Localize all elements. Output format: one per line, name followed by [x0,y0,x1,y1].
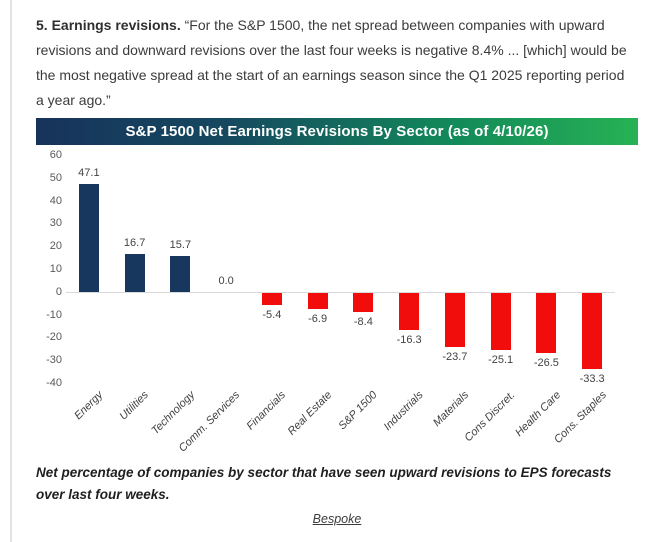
y-tick-label: 40 [49,194,62,207]
value-label: -6.9 [308,312,328,325]
x-category-label: Financials [244,389,289,433]
bar-slot-s-p-1500: -8.4 [341,155,387,383]
intro-quote: “For the S&P 1500, the net spread betwee… [36,17,627,108]
bar-utilities [124,253,145,292]
bar-materials [444,292,465,347]
y-axis: 60 50 40 30 20 10 0 -10 -20 -30 -40 [36,149,66,389]
bar-slot-materials: -23.7 [432,155,478,383]
x-category-label: Energy [72,389,106,423]
y-tick-label: 0 [55,285,62,298]
bar-real-estate [307,292,328,309]
y-tick-label: -20 [46,331,62,344]
value-label: -26.5 [533,357,559,370]
bar-slot-cons-staples: -33.3 [569,155,615,385]
value-label: 47.1 [78,167,100,180]
x-axis-labels: Energy Utilities Technology Comm. Services F… [66,383,615,459]
x-category-label: Materials [431,389,472,430]
bar-slot-technology: 15.7 [158,155,204,383]
bar-cons-staples [582,292,603,369]
x-category-label: Industrials [381,389,426,433]
bar-slot-comm-services: 0.0 [203,155,249,383]
left-border-line [10,0,12,542]
x-label-slot: Industrials [382,383,432,459]
x-label-slot: Materials [431,383,478,459]
x-label-slot: Energy [66,383,112,459]
y-tick-label: -10 [46,308,62,321]
bar-slot-energy: 47.1 [66,155,112,383]
y-tick-label: -40 [46,377,62,389]
x-label-slot: Cons Discret. [462,383,524,459]
bar-cons-discret- [490,292,511,351]
x-label-slot: Health Care [513,383,570,459]
x-label-slot: S&P 1500 [337,383,387,459]
y-tick-label: 50 [49,171,62,184]
article-content: 5. Earnings revisions. “For the S&P 1500… [36,0,638,528]
intro-lead: 5. Earnings revisions. [36,17,181,33]
y-tick-label: 20 [49,240,62,253]
intro-paragraph: 5. Earnings revisions. “For the S&P 1500… [36,0,636,113]
bar-slot-real-estate: -6.9 [295,155,341,383]
bar-slot-financials: -5.4 [249,155,295,383]
value-label: -5.4 [262,309,282,322]
value-label: 0.0 [218,274,234,287]
x-label-slot: Comm. Services [177,383,249,459]
bar-slot-utilities: 16.7 [112,155,158,383]
x-label-slot: Real Estate [285,383,341,459]
bar-industrials [399,292,420,330]
x-category-label: S&P 1500 [336,389,380,433]
source-row: Bespoke [36,510,638,528]
x-category-label: Utilities [117,389,152,423]
y-tick-label: 60 [49,149,62,161]
x-label-slot: Utilities [112,383,158,459]
bar-energy [78,184,99,292]
value-label: -8.4 [353,315,373,328]
value-label: -16.3 [396,333,422,346]
bar-health-care [536,292,557,354]
bar-financials [261,292,282,306]
bar-technology [170,256,191,292]
y-tick-label: -30 [46,354,62,367]
earnings-revisions-chart: S&P 1500 Net Earnings Revisions By Secto… [36,118,638,459]
chart-caption: Net percentage of companies by sector th… [36,465,612,502]
value-label: -33.3 [579,372,605,385]
bar-slot-cons-discret-: -25.1 [478,155,524,383]
value-label: -23.7 [442,350,468,363]
y-tick-label: 30 [49,217,62,230]
value-label: 15.7 [169,239,192,251]
bar-slot-health-care: -26.5 [524,155,570,383]
value-label: -25.1 [488,354,514,367]
source-link[interactable]: Bespoke [312,512,362,526]
x-label-slot: Financials [245,383,295,459]
chart-title-bar: S&P 1500 Net Earnings Revisions By Secto… [36,118,638,145]
x-label-slot: Cons. Staples [552,383,615,459]
y-tick-label: 10 [49,263,62,275]
value-label: 16.7 [123,236,146,249]
bar-s-p-1500 [353,292,374,312]
bar-slot-industrials: -16.3 [386,155,432,383]
zero-axis-line [66,292,615,293]
plot-area: 47.1 16.7 15.7 0.0 -5.4 -6.9 -8.4 -16.3 -23.7 -25… [66,155,615,385]
chart-plot-wrap: 60 50 40 30 20 10 0 -10 -20 -30 -40 47.1 16.7 15.7 0.… [36,149,638,389]
